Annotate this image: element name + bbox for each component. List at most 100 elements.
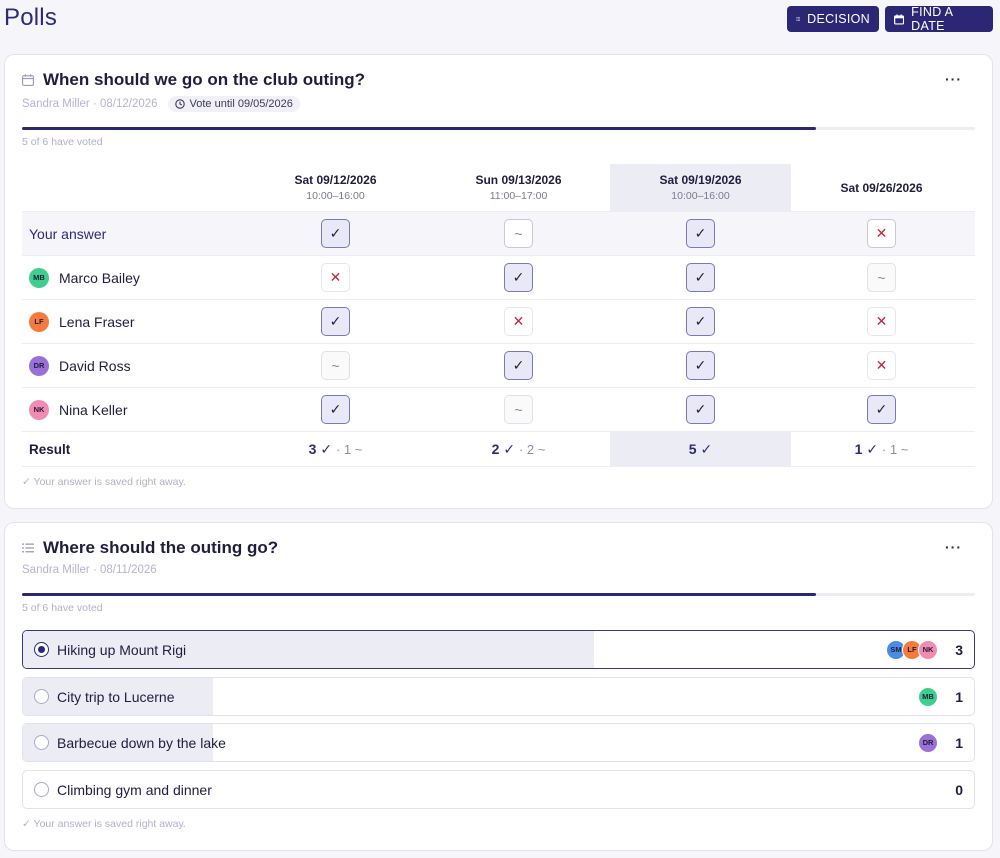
participant-name-text: Lena Fraser — [59, 313, 135, 330]
option-radio[interactable] — [34, 782, 49, 797]
answer-cell: ✕ — [791, 344, 972, 387]
answer-cell: ✓ — [245, 300, 426, 343]
option-radio[interactable] — [34, 642, 49, 657]
poll-option[interactable]: Climbing gym and dinner 0 — [22, 770, 975, 809]
answer-cell: ~ — [245, 344, 426, 387]
choice-poll-card: Where should the outing go? ··· Sandra M… — [4, 522, 993, 851]
option-radio[interactable] — [34, 735, 49, 750]
option-label: City trip to Lucerne — [57, 688, 175, 705]
answer-mark-maybe: ~ — [321, 351, 350, 380]
avatar: DR — [29, 355, 49, 376]
date-poll-card: When should we go on the club outing? ··… — [4, 54, 993, 509]
date-column-2: Sun 09/13/2026 11:00–17:00 — [428, 164, 609, 211]
date-grid-header: Sat 09/12/2026 10:00–16:00 Sun 09/13/2026… — [22, 164, 975, 211]
voter-avatar: MB — [918, 686, 938, 707]
answer-mark-no: ✕ — [321, 263, 350, 292]
answer-cell: ✓ — [791, 388, 972, 431]
poll-meta: Sandra Miller · 08/11/2026 — [22, 564, 157, 576]
option-count: 3 — [955, 641, 963, 658]
yes-count: 1 ✓ — [854, 440, 879, 457]
date-label: Sat 09/12/2026 — [294, 173, 377, 187]
answer-cell: ✕ — [791, 212, 972, 255]
date-label: Sat 09/19/2026 — [659, 173, 742, 187]
list-icon — [22, 543, 34, 553]
list-icon — [796, 17, 801, 21]
calendar-icon — [894, 13, 905, 25]
answer-cell: ~ — [791, 256, 972, 299]
date-column-4: Sat 09/26/2026 — [791, 164, 972, 211]
deadline-badge: Vote until 09/05/2026 — [167, 96, 300, 112]
poll-author: Sandra Miller · 08/11/2026 — [22, 564, 157, 576]
answer-mark-yes: ✓ — [321, 395, 350, 424]
decision-button[interactable]: DECISION — [787, 6, 879, 32]
answer-mark-no: ✕ — [867, 351, 896, 380]
answer-cell: ✓ — [610, 344, 791, 387]
avatar: MB — [29, 267, 49, 288]
poll-option[interactable]: City trip to Lucerne MB 1 — [22, 677, 975, 716]
answer-cell: ✓ — [245, 212, 426, 255]
answer-toggle-no[interactable]: ✕ — [867, 219, 896, 248]
answer-cell: ✓ — [428, 256, 609, 299]
yes-count: 2 ✓ — [491, 440, 516, 457]
top-bar: Polls DECISION FIND A DATE — [0, 0, 1000, 40]
answer-mark-maybe: ~ — [867, 263, 896, 292]
result-cell: 2 ✓ · 2 ~ — [428, 432, 609, 466]
voted-count: 5 of 6 have voted — [22, 602, 103, 614]
result-cell: 5 ✓ — [610, 432, 791, 466]
answer-toggle-yes[interactable]: ✓ — [686, 219, 715, 248]
more-options-button[interactable]: ··· — [945, 539, 962, 555]
option-label: Hiking up Mount Rigi — [57, 641, 187, 658]
yes-count: 5 ✓ — [688, 440, 713, 457]
maybe-count: · 1 ~ — [881, 441, 909, 457]
find-date-button[interactable]: FIND A DATE — [885, 5, 993, 33]
maybe-count: · 1 ~ — [335, 441, 363, 457]
option-voters: MB — [918, 678, 938, 715]
date-column-1: Sat 09/12/2026 10:00–16:00 — [245, 164, 426, 211]
avatar: NK — [29, 399, 49, 420]
voted-count: 5 of 6 have voted — [22, 136, 103, 148]
result-label: Result — [29, 441, 71, 457]
avatar: LF — [29, 311, 49, 332]
poll-option[interactable]: Barbecue down by the lake DR 1 — [22, 723, 975, 762]
date-label: Sun 09/13/2026 — [475, 173, 562, 187]
answer-mark-yes: ✓ — [686, 263, 715, 292]
result-row: Result 3 ✓ · 1 ~ 2 ✓ · 2 ~ 5 ✓ 1 ✓ · 1 ~ — [22, 431, 975, 467]
answer-mark-yes: ✓ — [686, 395, 715, 424]
poll-option[interactable]: Hiking up Mount Rigi SM LF NK 3 — [22, 630, 975, 669]
vote-progress-fill — [22, 593, 816, 596]
page-title: Polls — [4, 4, 58, 31]
answer-mark-maybe: ~ — [504, 395, 533, 424]
result-cell: 1 ✓ · 1 ~ — [791, 432, 972, 466]
vote-share-bar — [23, 724, 214, 761]
answer-cell: ✕ — [428, 300, 609, 343]
answer-cell: ✕ — [791, 300, 972, 343]
participant-row: NK Nina Keller ✓ ~ ✓ ✓ — [22, 387, 975, 431]
poll-title-text: When should we go on the club outing? — [43, 70, 366, 89]
answer-mark-yes: ✓ — [504, 351, 533, 380]
answer-toggle-yes[interactable]: ✓ — [321, 219, 350, 248]
option-count: 1 — [955, 734, 963, 751]
participant-row: DR David Ross ~ ✓ ✓ ✕ — [22, 343, 975, 387]
option-count: 0 — [955, 781, 963, 798]
answer-mark-yes: ✓ — [686, 307, 715, 336]
option-count: 1 — [955, 688, 963, 705]
vote-share-bar — [23, 678, 214, 715]
vote-progress-bar — [22, 127, 975, 130]
option-radio[interactable] — [34, 689, 49, 704]
participant-row: LF Lena Fraser ✓ ✕ ✓ ✕ — [22, 299, 975, 343]
answer-mark-yes: ✓ — [504, 263, 533, 292]
answer-toggle-maybe[interactable]: ~ — [504, 219, 533, 248]
voter-avatar: DR — [918, 732, 938, 753]
answer-cell: ✓ — [610, 256, 791, 299]
answer-mark-no: ✕ — [867, 307, 896, 336]
answer-cell: ✓ — [245, 388, 426, 431]
voter-avatar: NK — [918, 639, 938, 660]
participant-row: MB Marco Bailey ✕ ✓ ✓ ~ — [22, 255, 975, 299]
date-grid: Sat 09/12/2026 10:00–16:00 Sun 09/13/2026… — [22, 164, 975, 467]
time-label: 10:00–16:00 — [306, 190, 365, 202]
answer-cell: ✓ — [610, 212, 791, 255]
more-options-button[interactable]: ··· — [945, 71, 962, 87]
option-label: Barbecue down by the lake — [57, 734, 226, 751]
result-cell: 3 ✓ · 1 ~ — [245, 432, 426, 466]
participant-name-text: Nina Keller — [59, 401, 128, 418]
